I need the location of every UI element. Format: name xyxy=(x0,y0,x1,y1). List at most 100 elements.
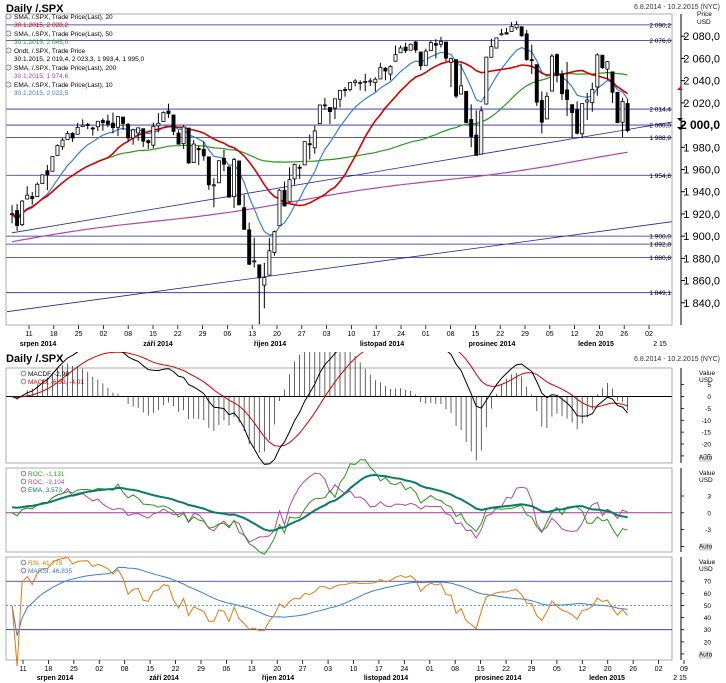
candle-body xyxy=(368,80,373,83)
trend-line xyxy=(6,221,673,313)
candle-body xyxy=(398,47,403,54)
candle-body xyxy=(201,148,206,157)
candle-body xyxy=(454,59,459,97)
x-day-label: 01 xyxy=(426,666,434,673)
legend-toggle-icon xyxy=(5,47,12,54)
candle-body xyxy=(60,139,65,148)
x-day-label: 18 xyxy=(50,331,58,338)
candle-body xyxy=(413,41,418,51)
candle-body xyxy=(151,125,156,146)
candle-body xyxy=(161,112,166,123)
x-day-label: 26 xyxy=(620,331,628,338)
candle-body xyxy=(549,55,554,92)
legend-label: Ondt, /.SPX, Trade Price xyxy=(14,48,86,55)
x-day-label: 08 xyxy=(121,666,129,673)
level-label: 2 014,4 xyxy=(649,107,671,114)
candle-body xyxy=(479,110,484,155)
candle-body xyxy=(317,104,322,125)
candle-body xyxy=(322,104,327,107)
marker-triangle xyxy=(677,127,683,130)
candle-body xyxy=(105,120,110,125)
oscillator-chart[interactable]: Daily /.SPX 6.8.2014 - 10.2.2015 (NYC) V… xyxy=(0,352,726,683)
x-day-label: 01 xyxy=(422,331,430,338)
x-day-label: 24 xyxy=(397,331,405,338)
macd-tick-label: -10 xyxy=(702,418,712,425)
legend-value: 30.1.2015, 2 019,4, 2 023,3, 1 993,4, 1 … xyxy=(14,56,144,63)
candle-body xyxy=(459,85,464,95)
rsi-tick-label: 50 xyxy=(704,603,712,610)
rsi-tick-label: 30 xyxy=(704,627,712,634)
candle-body xyxy=(449,58,453,63)
candle-body xyxy=(116,116,120,128)
x-day-label: 24 xyxy=(400,666,408,673)
candle-body xyxy=(90,127,95,130)
candle-body xyxy=(156,122,161,127)
legend-toggle-icon xyxy=(20,478,27,485)
candle-body xyxy=(242,207,247,230)
price-chart[interactable]: Daily /.SPX 6.8.2014 - 10.2.2015 (NYC) 2… xyxy=(0,0,726,352)
candle-body xyxy=(247,229,252,265)
candle-body xyxy=(615,91,620,124)
price-header: Daily /.SPX 6.8.2014 - 10.2.2015 (NYC) xyxy=(6,3,720,15)
price-time-axis: 11 18 25 02 08 15 22 29 06 13 20 27 03 10 17 24 01 08 15 22… xyxy=(20,325,667,348)
macd-axis-unit: USD xyxy=(699,377,713,384)
x-day-label: 05 xyxy=(546,331,554,338)
price-tick-label: 2 060,0 xyxy=(683,53,720,65)
candle-body xyxy=(50,156,55,172)
candle-body xyxy=(136,127,141,134)
candle-body xyxy=(65,133,70,141)
roc-tick-label: -3 xyxy=(705,527,711,534)
x-day-label: 06 xyxy=(222,666,230,673)
x-day-label: 08 xyxy=(451,666,459,673)
macd-tick-label: -15 xyxy=(702,430,712,437)
x-month-label: říjen 2014 xyxy=(254,341,286,348)
candle-body xyxy=(216,160,221,184)
x-day-label: 20 xyxy=(604,666,612,673)
oscillator-legend-label: MACDF, -2,98 xyxy=(28,371,69,378)
macd-tick-label: -20 xyxy=(702,442,712,449)
x-month-label: srpen 2014 xyxy=(37,675,74,682)
rsi-panel: ValueUSD70605040302010AutoRSI, 41,775MAR… xyxy=(5,556,716,667)
x-day-label: 15 xyxy=(472,331,480,338)
level-label: 2 000,0 xyxy=(649,123,671,130)
rsi-axis-unit: USD xyxy=(699,566,713,573)
candle-body xyxy=(302,141,307,166)
marker-triangle xyxy=(677,87,683,90)
x-month-label: leden 2015 xyxy=(578,341,614,348)
x-day-label: 10 xyxy=(348,331,356,338)
candle-body xyxy=(211,184,216,187)
level-label: 1 892,8 xyxy=(649,242,671,249)
oscillator-date-range: 6.8.2014 - 10.2.2015 (NYC) xyxy=(634,356,720,363)
legend-toggle-icon xyxy=(20,559,27,566)
legend-toggle-icon xyxy=(20,567,27,574)
marsi-line xyxy=(11,566,628,636)
legend-value: 30.1.2015, 2 045,0 xyxy=(14,39,69,46)
candle-body xyxy=(474,134,479,156)
rsi-tick-label: 60 xyxy=(704,591,712,598)
roc-axis-unit: USD xyxy=(699,477,713,484)
candle-body xyxy=(393,54,398,62)
x-day-label: 15 xyxy=(149,331,157,338)
oscillator-legend-label: ROC, -3,104 xyxy=(28,479,65,486)
x-day-label: 11 xyxy=(19,666,26,673)
x-day-label: 11 xyxy=(25,331,32,338)
candle-body xyxy=(580,103,585,135)
candle-body xyxy=(378,67,383,80)
candle-body xyxy=(20,200,25,225)
candle-body xyxy=(509,26,514,32)
level-label: 1 900,0 xyxy=(649,234,671,241)
level-label: 1 849,1 xyxy=(649,290,671,297)
candle-body xyxy=(338,90,342,100)
x-day-label: 29 xyxy=(199,331,207,338)
candle-body xyxy=(408,43,413,51)
candle-body xyxy=(499,33,504,36)
candle-body xyxy=(80,124,85,128)
candle-body xyxy=(494,37,499,49)
candle-body xyxy=(232,159,237,198)
candle-body xyxy=(504,32,509,35)
candle-body xyxy=(544,95,549,120)
candle-body xyxy=(121,116,126,124)
price-tick-label: 1 920,0 xyxy=(683,209,720,221)
candle-body xyxy=(126,123,131,139)
